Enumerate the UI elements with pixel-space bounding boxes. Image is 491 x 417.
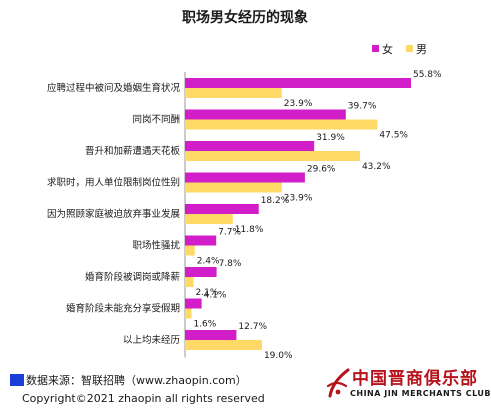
source-note: 数据来源：智联招聘（www.zhaopin.com） bbox=[10, 372, 247, 388]
male-bar bbox=[185, 88, 282, 98]
female-bar bbox=[185, 109, 346, 120]
male-bar bbox=[185, 340, 262, 350]
category-label: 同岗不同酬 bbox=[132, 115, 180, 126]
category-label: 因为照顾家庭被迫放弃事业发展 bbox=[47, 208, 181, 220]
male-value-label: 43.2% bbox=[362, 162, 391, 172]
female-bar bbox=[185, 298, 202, 309]
female-bar bbox=[185, 78, 411, 88]
female-value-label: 29.6% bbox=[307, 165, 336, 175]
male-value-label: 47.5% bbox=[379, 131, 408, 141]
male-bar bbox=[185, 214, 233, 224]
club-logo: 中国晋商俱乐部 CHINA JIN MERCHANTS CLUB bbox=[326, 364, 490, 410]
male-bar bbox=[185, 308, 192, 319]
legend-male-swatch bbox=[406, 45, 413, 52]
male-value-label: 23.9% bbox=[284, 194, 313, 204]
category-label: 职场性骚扰 bbox=[132, 240, 180, 252]
male-value-label: 2.1% bbox=[196, 288, 219, 298]
male-bar bbox=[185, 182, 282, 193]
club-logo-mark-icon bbox=[326, 368, 350, 398]
female-bar bbox=[185, 141, 315, 151]
category-label: 应聘过程中被问及婚姻生育状况 bbox=[47, 82, 181, 94]
source-text: 数据来源：智联招聘（www.zhaopin.com） bbox=[26, 374, 247, 387]
category-label: 求职时，用人单位限制岗位性别 bbox=[47, 177, 180, 189]
male-bar bbox=[185, 277, 194, 287]
legend: 女男 bbox=[372, 42, 427, 56]
club-logo-name: 中国晋商俱乐部 bbox=[352, 369, 478, 389]
female-value-label: 18.2% bbox=[261, 196, 290, 206]
female-value-label: 7.8% bbox=[219, 259, 242, 269]
female-bar bbox=[185, 267, 217, 277]
female-bar bbox=[185, 172, 305, 183]
category-label: 以上均未经历 bbox=[123, 334, 180, 346]
plot-area: 55.8% 23.9% 39.7% 47.5% 31.9% 43.2% 29.6% 23.9%… bbox=[185, 70, 442, 361]
female-value-label: 39.7% bbox=[348, 102, 377, 112]
female-bar bbox=[185, 235, 217, 246]
male-value-label: 2.4% bbox=[197, 257, 220, 267]
male-bar bbox=[185, 119, 378, 130]
category-axis: 应聘过程中被问及婚姻生育状况同岗不同酬晋升和加薪遭遇天花板求职时，用人单位限制岗… bbox=[47, 72, 186, 358]
male-value-label: 11.8% bbox=[235, 225, 264, 235]
category-label: 婚育阶段被调岗或降薪 bbox=[85, 271, 181, 283]
female-bar bbox=[185, 330, 237, 340]
female-value-label: 12.7% bbox=[238, 322, 267, 332]
legend-male-label: 男 bbox=[416, 43, 427, 56]
copyright-text: Copyright©2021 zhaopin all rights reserv… bbox=[22, 392, 265, 405]
female-bar bbox=[185, 204, 259, 214]
legend-female-label: 女 bbox=[382, 42, 393, 56]
category-label: 婚育阶段未能充分享受假期 bbox=[66, 303, 180, 315]
male-value-label: 23.9% bbox=[284, 99, 313, 109]
chart-title: 职场男女经历的现象 bbox=[182, 9, 308, 26]
female-value-label: 4.1% bbox=[204, 291, 227, 301]
female-value-label: 55.8% bbox=[413, 70, 442, 80]
club-logo-english-name: CHINA JIN MERCHANTS CLUB bbox=[350, 389, 491, 398]
male-value-label: 1.6% bbox=[193, 320, 216, 330]
source-marker-icon bbox=[10, 374, 24, 386]
male-bar bbox=[185, 245, 195, 256]
female-value-label: 31.9% bbox=[316, 133, 345, 143]
legend-female-swatch bbox=[372, 45, 379, 52]
male-value-label: 19.0% bbox=[264, 351, 293, 361]
female-value-label: 7.7% bbox=[218, 228, 241, 238]
category-label: 晋升和加薪遭遇天花板 bbox=[85, 145, 181, 157]
male-bar bbox=[185, 151, 360, 161]
